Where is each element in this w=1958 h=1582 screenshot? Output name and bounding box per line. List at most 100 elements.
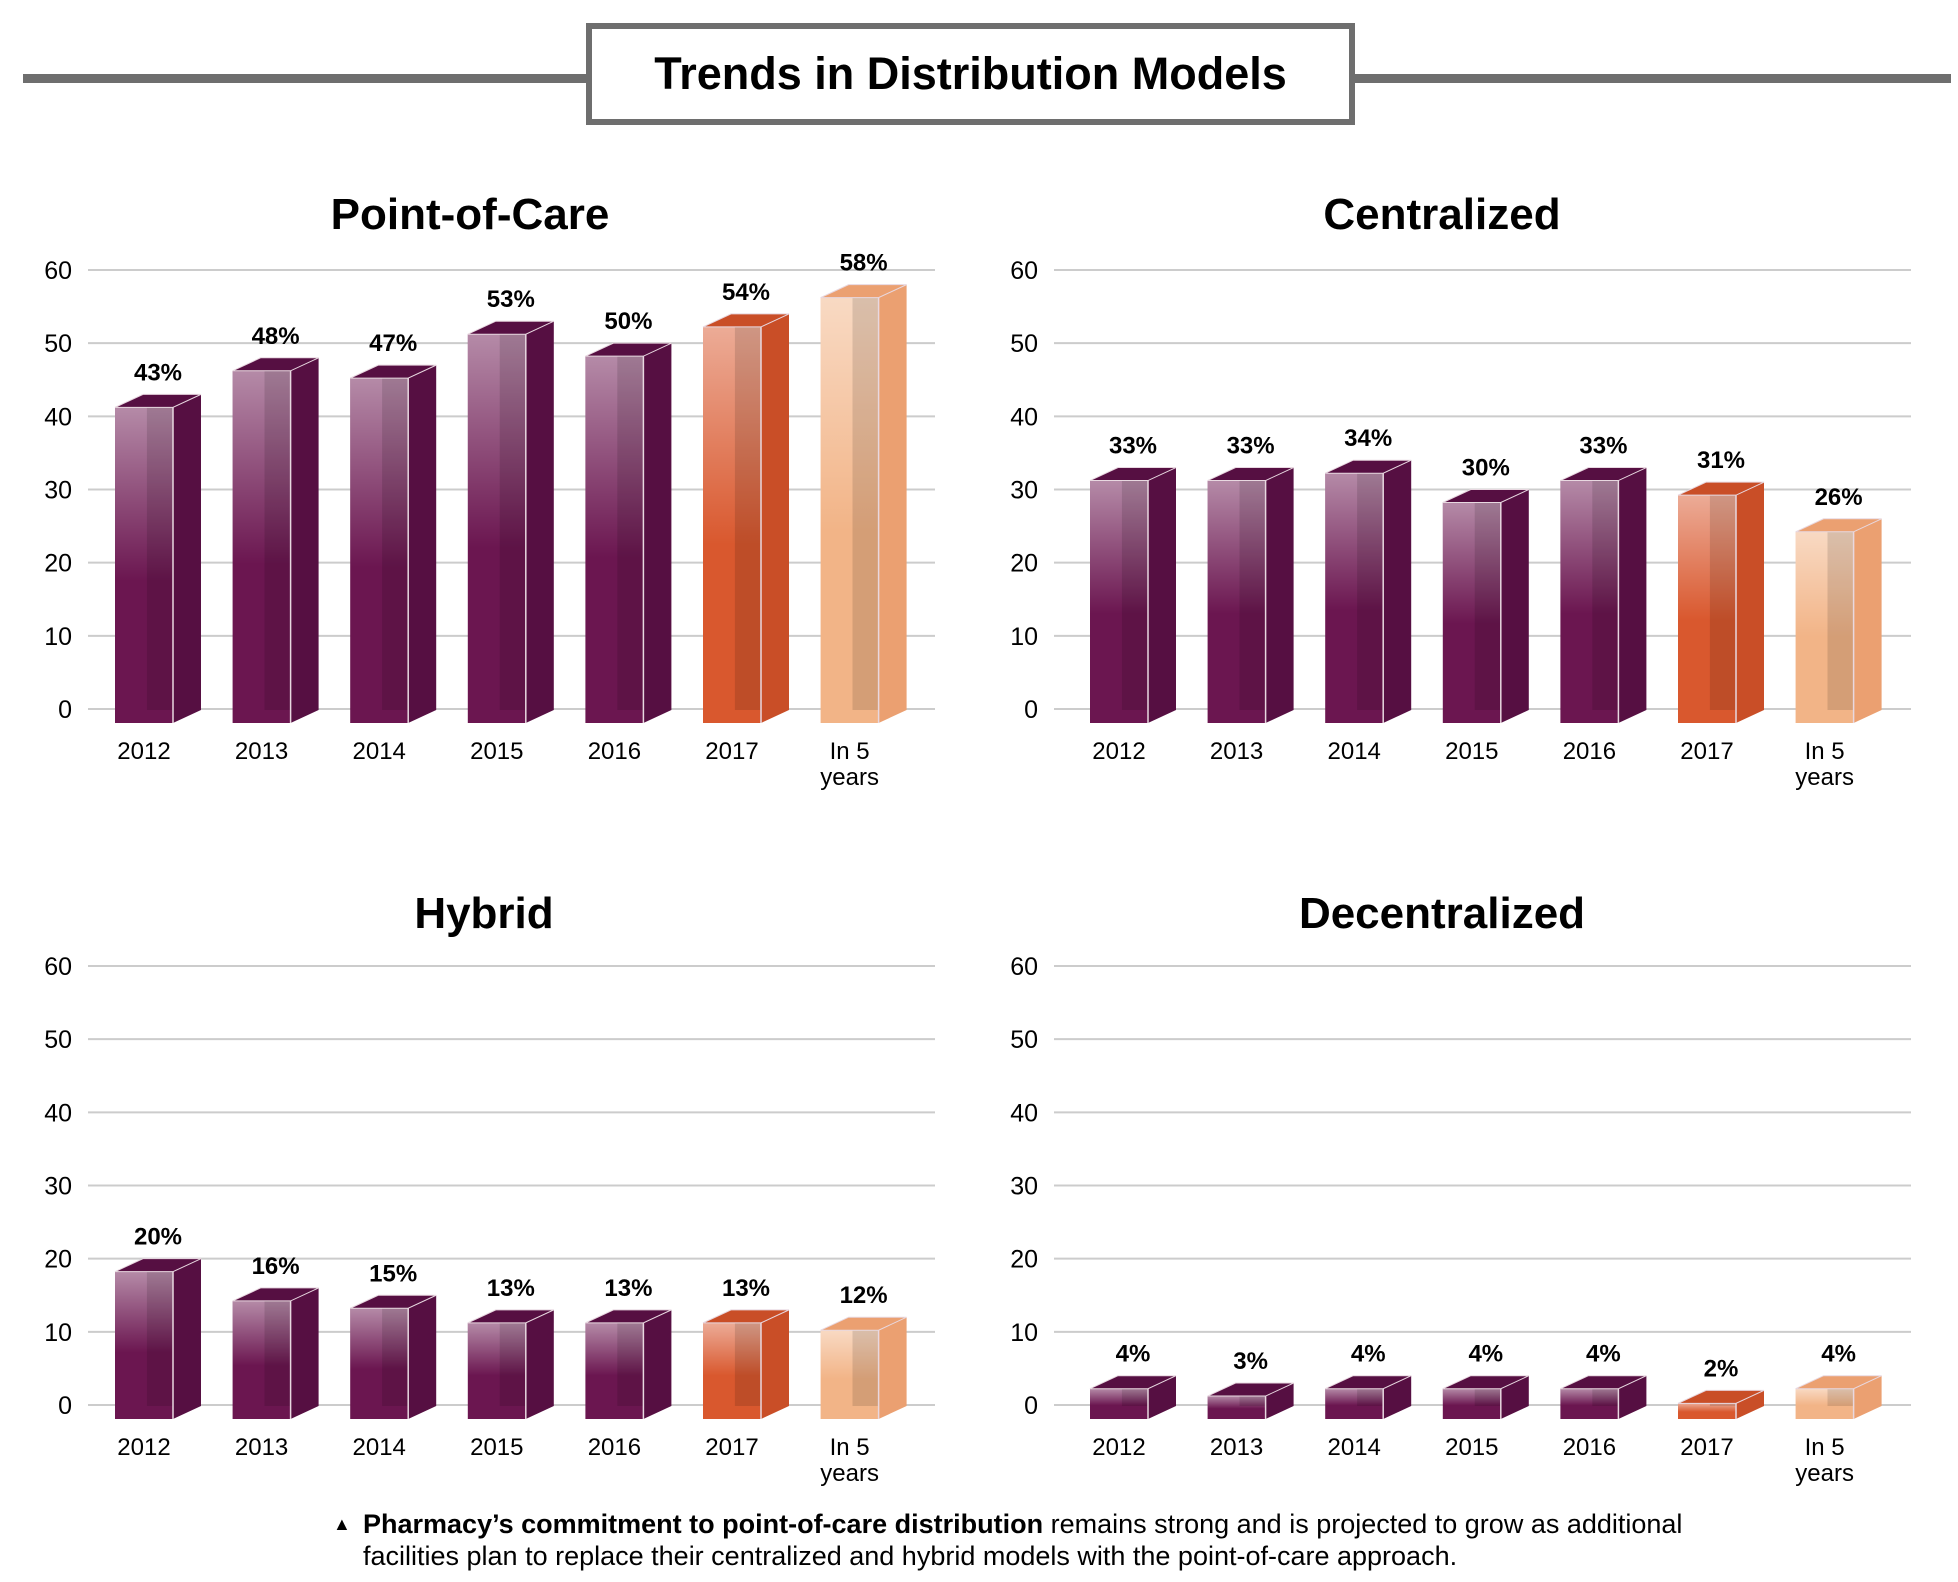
y-tick-label: 10 (1010, 623, 1038, 651)
bar-back-edge (734, 326, 761, 710)
bar-back-edge (146, 1271, 173, 1406)
bar-side (761, 1309, 789, 1419)
y-tick-label: 50 (44, 1026, 72, 1054)
chart-panel-1: Point-of-Care 0 10 20 30 40 50 60 43% 2012 48% 2013… (44, 190, 935, 791)
bar-back-edge (1239, 1396, 1266, 1406)
bar-back-edge (1239, 480, 1266, 710)
x-tick-label: In 5 (830, 1434, 870, 1461)
bar-back-edge (264, 1300, 291, 1406)
bar-top (114, 393, 202, 408)
footer-text: remains strong and is projected to grow … (363, 1509, 1683, 1571)
bar-side (643, 1309, 672, 1419)
bar (1677, 481, 1765, 723)
bar-highlight (350, 378, 409, 723)
bar-highlight (1560, 480, 1619, 723)
y-tick-label: 60 (44, 953, 72, 981)
y-tick-label: 20 (44, 1246, 72, 1274)
data-label: 47% (369, 330, 417, 357)
bar (1442, 1375, 1530, 1419)
bar-top (585, 1309, 672, 1324)
bar-highlight (1207, 1396, 1266, 1419)
bar-top (585, 342, 672, 357)
bar-back-edge (1709, 1403, 1736, 1406)
y-tick-label: 30 (1010, 1173, 1038, 1201)
data-label: 31% (1697, 447, 1745, 474)
bar-top (1207, 467, 1294, 482)
page-title: Trends in Distribution Models (586, 23, 1355, 125)
y-tick-label: 10 (1010, 1319, 1038, 1347)
y-tick-label: 0 (58, 696, 72, 724)
x-tick-label: 2016 (1563, 1434, 1616, 1461)
data-label: 58% (840, 250, 888, 277)
y-tick-label: 10 (44, 1319, 72, 1347)
bar-back-edge (382, 1308, 409, 1406)
bar-side (1500, 489, 1529, 723)
y-tick-label: 30 (1010, 477, 1038, 505)
bar (702, 313, 790, 723)
bar-highlight (232, 370, 291, 723)
bar-highlight (703, 1322, 761, 1419)
x-tick-label: 2015 (1445, 1434, 1498, 1461)
bar-top (232, 357, 319, 372)
bar-side (1148, 1375, 1176, 1419)
data-label: 4% (1821, 1341, 1856, 1368)
bar-back-edge (617, 1322, 644, 1406)
bar-highlight (1795, 531, 1854, 723)
x-tick-label: 2016 (588, 738, 641, 765)
data-label: 13% (487, 1275, 535, 1302)
bar-top (232, 1287, 319, 1302)
bar-top (1089, 1375, 1177, 1390)
bar (585, 342, 672, 723)
bar-highlight (820, 297, 879, 723)
bar-back-edge (382, 378, 409, 710)
x-tick-label: 2013 (1210, 738, 1263, 765)
bar-top (820, 284, 907, 299)
x-tick-label: In 5 (1805, 738, 1845, 765)
bar-highlight (115, 1271, 173, 1419)
x-tick-label: 2014 (353, 738, 406, 765)
bar (1560, 1375, 1647, 1419)
bar-top (1442, 1375, 1530, 1390)
data-label: 26% (1815, 484, 1863, 511)
bar-highlight (1795, 1388, 1854, 1419)
bar (467, 320, 555, 723)
y-tick-label: 0 (58, 1392, 72, 1420)
chart-title: Hybrid (414, 889, 553, 938)
bar-side (1618, 467, 1647, 723)
data-label: 4% (1351, 1341, 1386, 1368)
bar (232, 357, 319, 723)
bar-top (114, 1258, 202, 1273)
bar (1442, 489, 1530, 723)
bar-back-edge (1474, 1388, 1501, 1406)
data-label: 2% (1704, 1355, 1739, 1382)
bar-top (1560, 1375, 1647, 1390)
data-label: 53% (487, 286, 535, 313)
y-tick-label: 50 (1010, 1026, 1038, 1054)
bar-top (1560, 467, 1647, 482)
chart-title: Decentralized (1299, 889, 1585, 938)
bar-back-edge (1357, 473, 1384, 710)
x-tick-label: years (1795, 1460, 1854, 1487)
bar-side (643, 343, 672, 723)
bar (1089, 1375, 1177, 1419)
bar-back-edge (734, 1322, 761, 1406)
bar-back-edge (852, 297, 879, 710)
bar-highlight (1325, 473, 1384, 723)
y-tick-label: 20 (1010, 550, 1038, 578)
x-tick-label: 2015 (470, 738, 523, 765)
bar-side (1853, 1375, 1882, 1419)
chart-title: Centralized (1323, 190, 1560, 239)
x-tick-label: 2012 (1092, 738, 1145, 765)
data-label: 12% (840, 1282, 888, 1309)
data-label: 16% (252, 1253, 300, 1280)
bar-top (349, 1294, 437, 1309)
data-label: 33% (1227, 433, 1275, 460)
bar (467, 1309, 555, 1419)
bar (114, 1258, 202, 1419)
bar-top (702, 313, 790, 328)
bar-side (761, 313, 789, 723)
bar-highlight (1325, 1388, 1384, 1419)
bar-side (878, 1317, 907, 1419)
bar-highlight (1678, 1403, 1736, 1419)
bar-side (290, 357, 319, 723)
